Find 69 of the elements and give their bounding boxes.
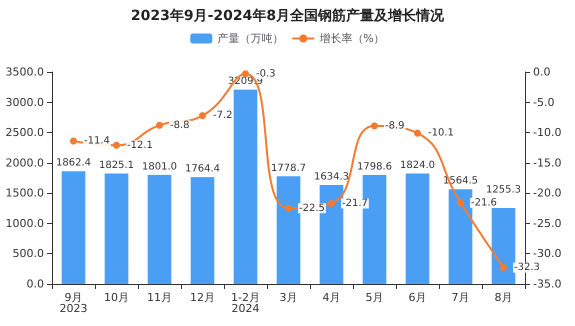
x-tick-label: 11月 bbox=[147, 291, 172, 304]
bar bbox=[448, 189, 472, 284]
point bbox=[70, 138, 77, 145]
bar bbox=[406, 174, 430, 284]
data-label: -11.4 bbox=[84, 136, 110, 147]
data-label: 1798.6 bbox=[357, 162, 392, 173]
data-label: 1778.7 bbox=[271, 162, 306, 174]
x-tick-label: 4月 bbox=[322, 291, 340, 304]
bar bbox=[276, 176, 300, 284]
data-label: 1862.4 bbox=[56, 158, 91, 169]
data-label: 1801.0 bbox=[142, 161, 177, 172]
data-label: -0.3 bbox=[256, 68, 276, 80]
point bbox=[156, 122, 163, 129]
x-tick-label: 7月 bbox=[452, 291, 470, 304]
point bbox=[371, 122, 378, 130]
data-label: -7.2 bbox=[213, 110, 233, 122]
y-tick-label: 2000.0 bbox=[6, 156, 44, 170]
point bbox=[457, 199, 464, 206]
point bbox=[500, 264, 507, 272]
y2-tick-label: -30.0 bbox=[533, 247, 562, 260]
point bbox=[199, 112, 206, 120]
data-label: 1634.3 bbox=[314, 172, 349, 183]
y-tick-label: 0.0 bbox=[26, 278, 44, 290]
y2-tick-label: -35.0 bbox=[533, 278, 562, 290]
point bbox=[113, 142, 120, 149]
x-tick-label: 1-2月 2024 bbox=[231, 291, 260, 315]
y-tick-label: 3500.0 bbox=[6, 66, 44, 78]
x-tick-label: 10月 bbox=[104, 291, 129, 304]
y2-tick-label: -10.0 bbox=[533, 126, 562, 140]
y2-tick-label: -20.0 bbox=[533, 186, 562, 200]
data-label: 1255.3 bbox=[486, 184, 521, 196]
data-label: -12.1 bbox=[127, 140, 153, 151]
y2-tick-label: -5.0 bbox=[533, 96, 554, 109]
y-tick-label: 1000.0 bbox=[6, 216, 44, 230]
data-label: 1825.1 bbox=[99, 160, 134, 171]
data-label: 1764.4 bbox=[185, 164, 220, 175]
x-tick-label: 3月 bbox=[280, 291, 298, 304]
data-label: 1824.0 bbox=[400, 160, 435, 172]
data-label: -21.6 bbox=[471, 197, 497, 208]
data-label: -8.9 bbox=[385, 120, 405, 132]
legend-label: 产量（万吨） bbox=[217, 32, 284, 45]
x-tick-label: 8月 bbox=[494, 291, 512, 304]
y2-tick-label: -25.0 bbox=[533, 216, 562, 230]
y-tick-label: 3000.0 bbox=[6, 96, 44, 109]
y2-tick-label: 0.0 bbox=[533, 66, 550, 78]
x-tick-label: 6月 bbox=[408, 291, 426, 304]
bar bbox=[492, 208, 516, 284]
chart-title: 2023年9月-2024年8月全国钢筋产量及增长情况 bbox=[130, 7, 446, 24]
bar bbox=[62, 171, 86, 284]
bar bbox=[148, 174, 172, 284]
x-tick-label: 9月 2023 bbox=[60, 291, 88, 315]
y2-tick-label: -15.0 bbox=[533, 156, 562, 170]
bar bbox=[190, 177, 214, 284]
x-tick-label: 12月 bbox=[190, 291, 215, 304]
point bbox=[414, 130, 421, 137]
legend-label: 增长率（%） bbox=[318, 32, 385, 45]
x-tick-label: 5月 bbox=[366, 291, 384, 304]
bar bbox=[234, 90, 258, 284]
y-tick-label: 1500.0 bbox=[6, 186, 44, 200]
data-label: -32.3 bbox=[514, 262, 540, 274]
point bbox=[285, 204, 292, 212]
bar bbox=[104, 173, 128, 284]
data-label: -10.1 bbox=[428, 128, 454, 139]
point bbox=[328, 200, 335, 207]
data-label: -22.5 bbox=[299, 202, 325, 214]
y-tick-label: 2500.0 bbox=[6, 126, 44, 140]
y-tick-label: 500.0 bbox=[12, 247, 44, 260]
data-label: -8.8 bbox=[170, 120, 190, 131]
data-label: -21.7 bbox=[342, 198, 368, 209]
